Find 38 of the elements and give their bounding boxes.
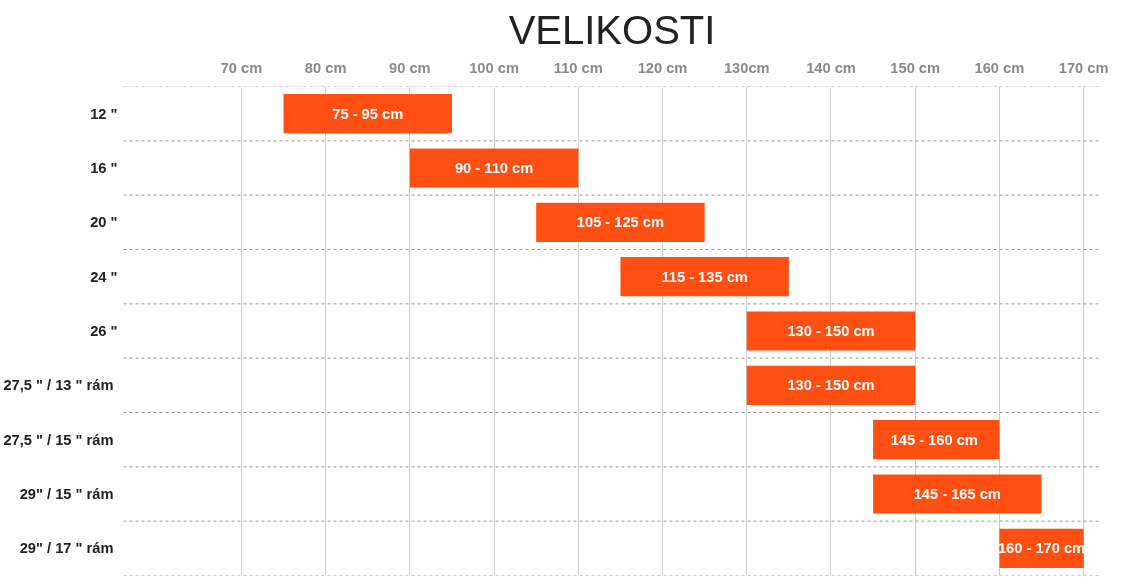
x-tick-label: 90 cm (389, 59, 431, 76)
x-tick-label: 80 cm (304, 59, 347, 76)
x-tick-label: 130cm (723, 59, 770, 76)
bar (283, 94, 452, 134)
annotation: 90 - 110 cm (454, 160, 534, 176)
x-tick-label: 110 cm (553, 59, 603, 76)
x-tick-label: 100 cm (469, 59, 519, 76)
annotation: 130 - 150 cm (787, 377, 875, 394)
bar (873, 474, 1042, 514)
x-tick-label: 140 cm (806, 59, 856, 76)
annotation: 105 - 125 cm (576, 214, 665, 231)
y-tick-label: 16 " (90, 160, 118, 176)
annotation: 145 - 165 cm (913, 486, 1001, 502)
bar (409, 148, 579, 188)
bar (746, 365, 916, 405)
x-tick-label: 170 cm (1058, 59, 1109, 76)
y-tick-label: 20 " (90, 214, 118, 231)
x-tick-label: 150 cm (890, 59, 941, 76)
bar (536, 202, 705, 242)
chart-title: VELIKOSTI (508, 7, 716, 52)
x-tick-label: 120 cm (637, 59, 688, 76)
y-tick-label: 29" / 17 " rám (19, 540, 114, 557)
annotation: 130 - 150 cm (787, 323, 875, 339)
bar (746, 311, 916, 351)
y-tick-label: 27,5 " / 15 " rám (3, 431, 114, 448)
y-tick-label: 26 " (90, 323, 118, 339)
annotation: 160 - 170 cm (997, 540, 1086, 557)
bar (873, 420, 1000, 460)
annotation: 75 - 95 cm (332, 105, 404, 122)
annotation: 145 - 160 cm (890, 431, 978, 448)
y-tick-label: 24 " (90, 268, 118, 285)
x-tick-label: 70 cm (220, 59, 263, 76)
bar (620, 257, 789, 297)
y-tick-label: 12 " (90, 105, 118, 122)
annotation: 115 - 135 cm (661, 268, 748, 285)
y-tick-label: 27,5 " / 13 " rám (3, 377, 114, 394)
x-tick-label: 160 cm (974, 59, 1025, 76)
y-tick-label: 29" / 15 " rám (19, 486, 114, 502)
